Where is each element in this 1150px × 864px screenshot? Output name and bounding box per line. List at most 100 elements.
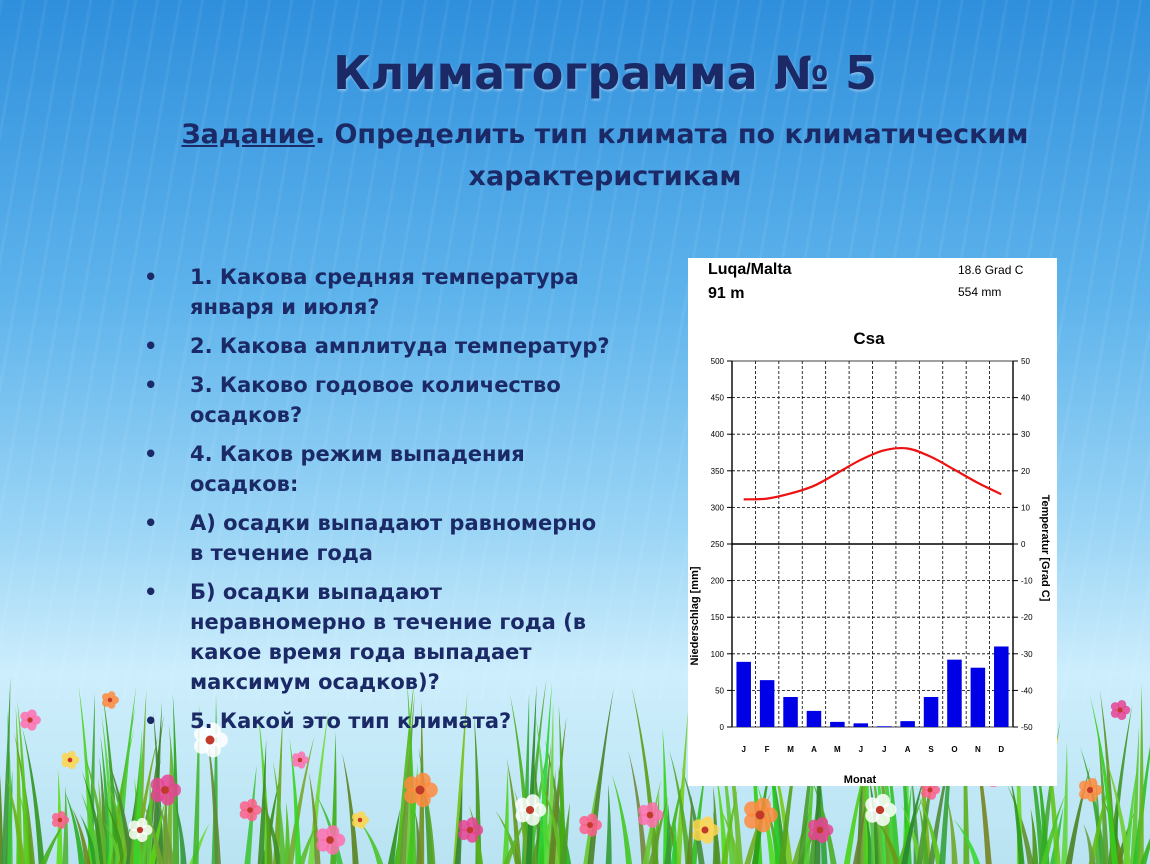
precipitation-bar <box>970 667 986 727</box>
question-item: 5. Какой это тип климата? <box>140 706 610 736</box>
grass-blade <box>0 775 4 864</box>
precipitation-bar <box>830 721 845 727</box>
grass-blade <box>1089 695 1118 864</box>
task-label: Задание <box>181 119 315 150</box>
flower-petal <box>194 738 210 754</box>
grass-blade <box>80 792 103 864</box>
tick-label-right: 20 <box>1021 467 1030 476</box>
grass-blade <box>17 699 30 864</box>
question-item: А) осадки выпадают равномерно в течение … <box>140 508 610 568</box>
flower-center <box>587 822 593 828</box>
grass-blade <box>1040 794 1066 864</box>
grass-blade <box>628 750 648 864</box>
precipitation-bar <box>923 696 939 727</box>
grass-blade <box>560 802 570 864</box>
grass-blade <box>558 704 566 864</box>
precipitation-bar <box>783 696 798 727</box>
flower-center <box>205 735 215 745</box>
grass-blade <box>1088 778 1111 864</box>
flower-petal <box>525 794 540 809</box>
flower-center <box>160 785 170 795</box>
precipitation-bar <box>736 661 751 727</box>
slide-title: Климатограмма № 5 <box>332 46 878 100</box>
grass-blade <box>900 782 912 864</box>
question-item: 3. Каково годовое количество осадков? <box>140 370 610 430</box>
flower-center <box>136 826 144 834</box>
grass-blade <box>107 757 135 864</box>
flower-petal <box>1079 788 1090 800</box>
tick-label-month: D <box>998 745 1004 754</box>
flower-petal <box>875 793 891 809</box>
flower-center <box>466 826 474 834</box>
grass-blade <box>40 818 68 864</box>
grass-blade <box>1030 808 1039 864</box>
grass-blade <box>1008 772 1025 864</box>
tick-label-month: N <box>975 745 981 754</box>
grass-blade <box>64 790 85 864</box>
tick-label-right: -40 <box>1021 686 1033 695</box>
tick-label-right: -30 <box>1021 650 1033 659</box>
flower-center <box>326 836 334 844</box>
task-text-line2: характеристикам <box>468 161 742 192</box>
flower-petal <box>292 759 300 767</box>
grass-blade <box>272 761 287 864</box>
grass-blade <box>1107 704 1133 864</box>
flower-petal <box>415 772 431 788</box>
grass-blade <box>686 795 693 864</box>
grass-blade <box>307 709 329 864</box>
grass-blade <box>759 717 787 864</box>
grass-blade <box>675 709 689 864</box>
grass-blade <box>918 804 930 864</box>
tick-label-right: 30 <box>1021 430 1030 439</box>
grass-blade <box>1065 766 1091 864</box>
grass-blade <box>583 761 602 864</box>
grass-blade <box>102 692 120 864</box>
flower-petal <box>351 819 360 827</box>
grass-blade <box>901 772 926 864</box>
tick-label-month: A <box>905 745 911 754</box>
question-item: Б) осадки выпадают неравномерно в течени… <box>140 577 610 697</box>
precipitation-bar <box>876 726 892 728</box>
grass-blade <box>882 720 901 864</box>
flower-center <box>755 810 765 820</box>
grass-blade <box>719 807 742 864</box>
grass-blade <box>22 728 45 864</box>
flower-petal <box>150 788 165 803</box>
station-elevation: 91 m <box>708 285 744 302</box>
tick-label-month: M <box>834 745 841 754</box>
grass-blade <box>284 801 291 864</box>
grass-blade <box>648 796 669 864</box>
grass-blade <box>535 715 551 864</box>
grass-blade <box>670 818 677 864</box>
climate-chart: Luqa/Malta 91 m 18.6 Grad C 554 mm Csa N… <box>688 258 1057 786</box>
tick-label-month: A <box>811 745 817 754</box>
flower-petal <box>61 759 70 768</box>
tick-label-right: -50 <box>1021 723 1033 732</box>
tick-label-right: 40 <box>1021 394 1030 403</box>
flower-petal <box>57 811 66 819</box>
tick-label-left: 150 <box>711 613 725 622</box>
flower-petal <box>638 813 650 826</box>
question-item: 1. Какова средняя температура января и и… <box>140 262 610 322</box>
tick-label-left: 50 <box>715 686 724 695</box>
flower-petal <box>865 808 880 823</box>
flower-petal <box>701 816 714 829</box>
annual-precipitation: 554 mm <box>958 285 1001 299</box>
grass-blade <box>189 823 210 864</box>
flower-center <box>1086 786 1094 794</box>
precipitation-bars <box>736 646 1009 728</box>
flower-center <box>525 805 535 815</box>
meadow-decoration <box>0 675 1150 864</box>
flower-petal <box>357 811 366 819</box>
flower-petal <box>316 838 330 852</box>
grass-blade <box>289 737 302 864</box>
flower-petal <box>1086 778 1098 789</box>
flower-petal <box>466 817 478 829</box>
grass-blade <box>946 797 958 864</box>
y-axis-label-left: Niederschlag [mm] <box>689 566 701 665</box>
flower-center <box>357 817 363 823</box>
grass-blade <box>257 739 267 864</box>
climate-chart-svg: Luqa/Malta 91 m 18.6 Grad C 554 mm Csa N… <box>689 261 1051 786</box>
station-name: Luqa/Malta <box>708 261 792 278</box>
tick-label-left: 250 <box>711 540 725 549</box>
